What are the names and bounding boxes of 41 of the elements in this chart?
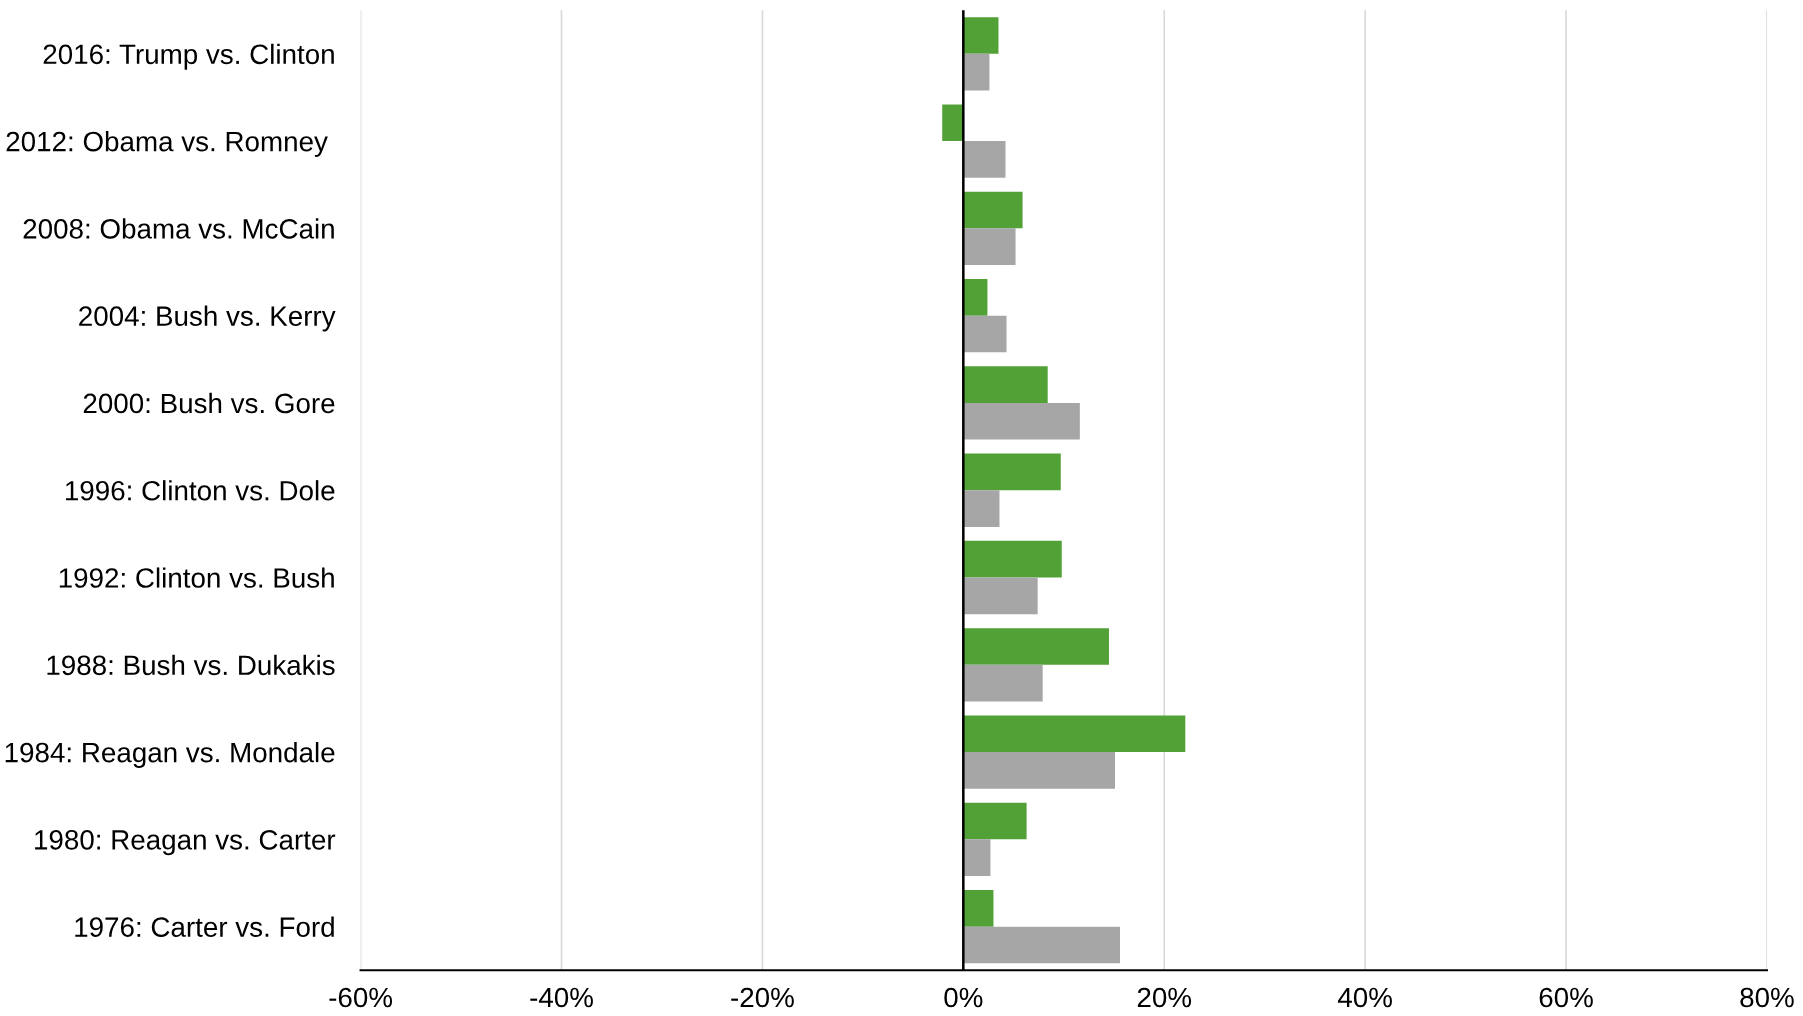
x-tick-label: -20%	[731, 987, 794, 1008]
bar	[963, 17, 999, 54]
bar	[963, 191, 1023, 229]
bar	[963, 278, 988, 316]
bar	[963, 402, 1080, 440]
x-tick-label: 60%	[1539, 987, 1593, 1008]
bar	[942, 104, 964, 142]
bar	[963, 315, 1007, 353]
bar	[963, 53, 990, 91]
bar	[963, 839, 991, 877]
y-tick-label: 1992: Clinton vs. Bush	[59, 567, 334, 588]
bar	[963, 577, 1038, 615]
bar	[963, 366, 1048, 403]
y-tick-label: 2008: Obama vs. McCain	[23, 218, 334, 239]
bar	[963, 141, 1006, 178]
x-tick-label: 80%	[1740, 987, 1794, 1008]
bar	[963, 664, 1043, 702]
bar	[963, 889, 994, 927]
bar	[963, 540, 1062, 578]
y-tick-label: 1988: Bush vs. Dukakis	[47, 654, 335, 676]
bar	[963, 228, 1016, 266]
x-tick-label: 40%	[1337, 987, 1392, 1008]
bar	[963, 628, 1109, 665]
bar	[963, 490, 1000, 527]
y-tick-label: 2012: Obama vs. Romney	[6, 131, 328, 157]
bar	[963, 752, 1115, 789]
y-tick-label: 1984: Reagan vs. Mondale	[5, 742, 335, 768]
x-tick-label: 0%	[944, 987, 983, 1008]
x-tick-label: -60%	[329, 987, 393, 1008]
bar	[963, 453, 1061, 491]
bar	[963, 715, 1186, 753]
y-tick-label: 2004: Bush vs. Kerry	[79, 305, 336, 332]
y-tick-label: 1996: Clinton vs. Dole	[65, 480, 335, 501]
bar	[963, 926, 1121, 964]
x-tick-label: -40%	[530, 987, 593, 1008]
bar	[963, 802, 1027, 840]
y-tick-label: 1976: Carter vs. Ford	[75, 916, 334, 937]
y-tick-label: 1980: Reagan vs. Carter	[35, 830, 336, 856]
y-tick-label: 2016: Trump vs. Clinton	[43, 43, 334, 70]
y-tick-label: 2000: Bush vs. Gore	[83, 392, 335, 414]
x-tick-label: 20%	[1137, 987, 1192, 1008]
